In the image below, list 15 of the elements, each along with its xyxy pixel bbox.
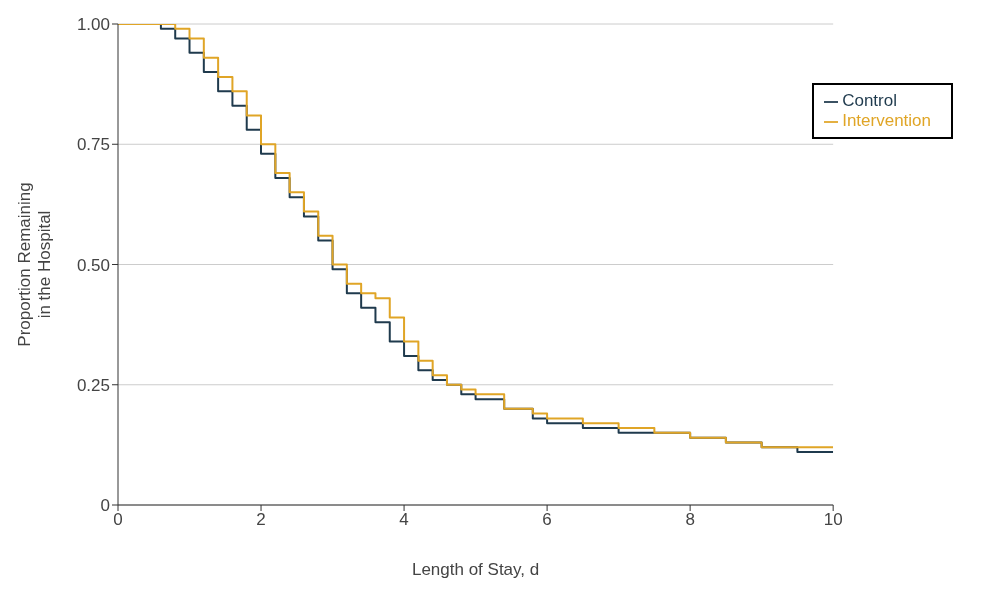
x-tick-label: 8 — [685, 510, 695, 530]
y-tick-label: 0.25 — [76, 375, 110, 395]
legend-label: Control — [842, 91, 897, 110]
x-axis-title: Length of Stay, d — [411, 560, 540, 579]
x-tick-label: 10 — [823, 510, 843, 530]
x-tick-label: 2 — [256, 510, 266, 530]
y-tick-label: 1.00 — [76, 15, 110, 35]
x-tick-label: 6 — [542, 510, 552, 530]
y-tick-label: 0.50 — [76, 255, 110, 275]
legend-label: Intervention — [842, 111, 931, 130]
y-tick-label: 0 — [100, 496, 110, 516]
y-axis-title: Proportion Remaining in the Hospital — [15, 182, 54, 347]
y-tick-label: 0.75 — [76, 135, 110, 155]
x-tick-label: 4 — [399, 510, 409, 530]
x-tick-label: 0 — [113, 510, 123, 530]
